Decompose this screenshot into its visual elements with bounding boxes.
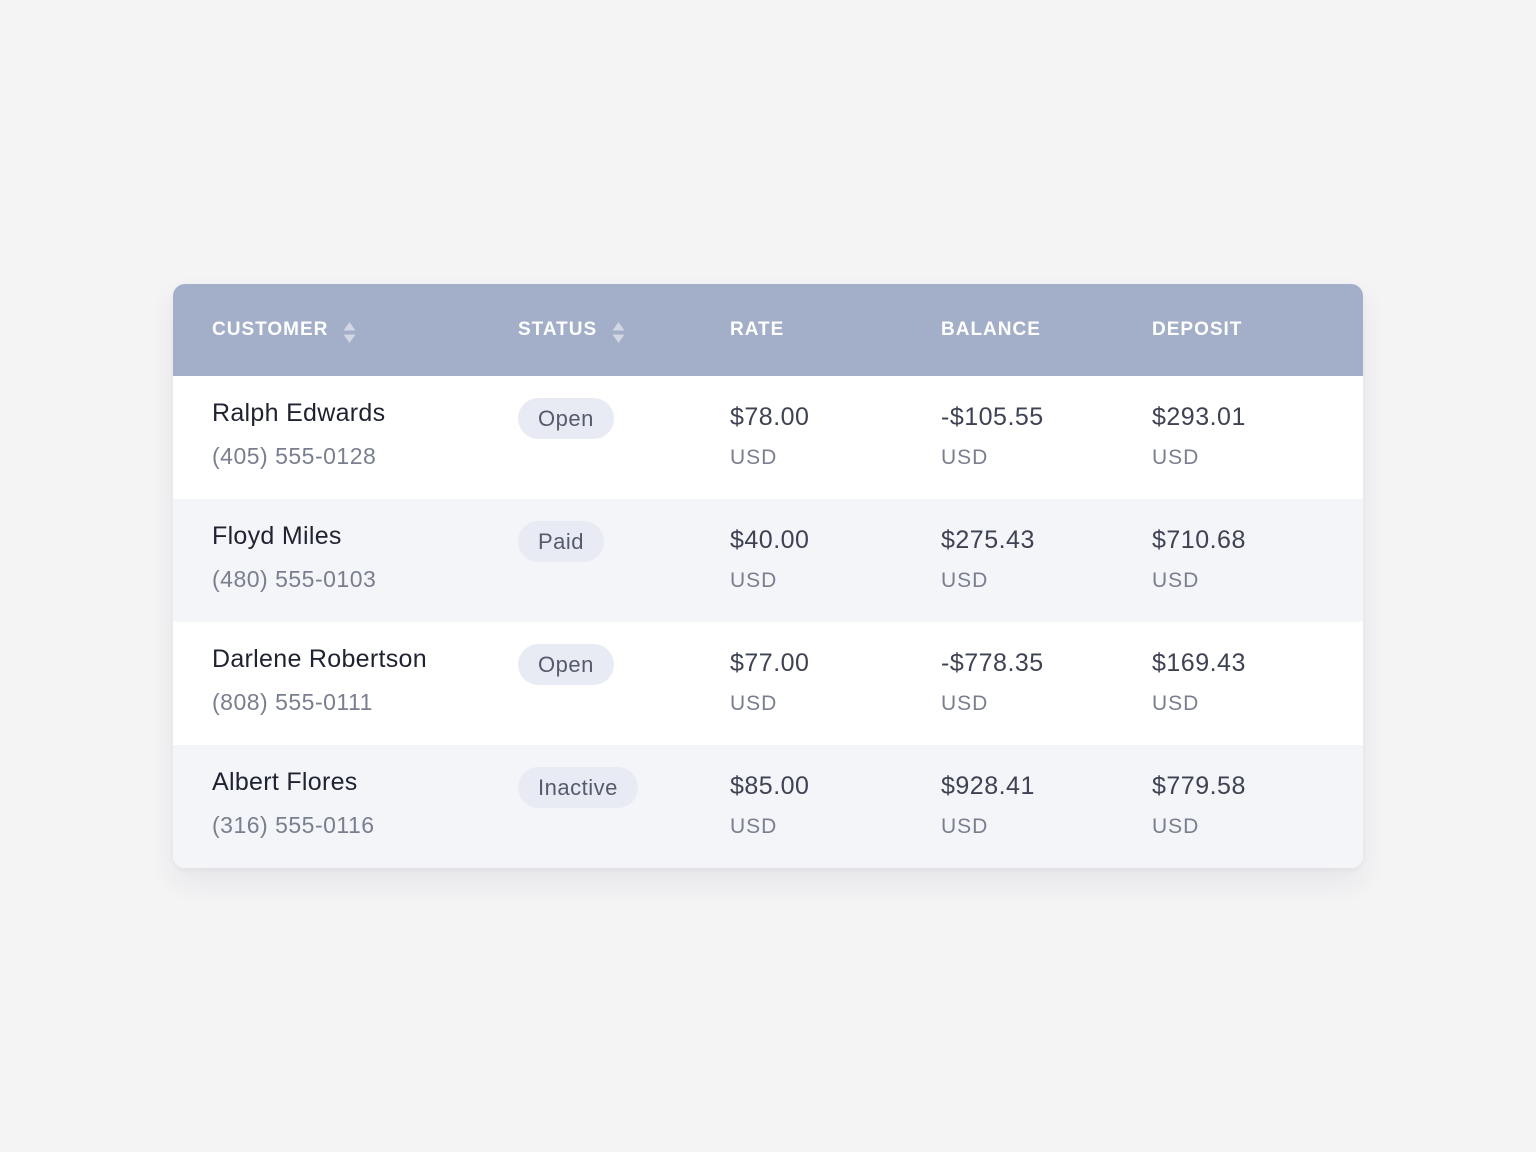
status-badge: Inactive	[518, 767, 638, 808]
rate-currency: USD	[730, 569, 778, 592]
table-row[interactable]: Darlene Robertson (808) 555-0111 Open $7…	[173, 622, 1363, 745]
table-row[interactable]: Floyd Miles (480) 555-0103 Paid $40.00 U…	[173, 499, 1363, 622]
rate-currency: USD	[730, 692, 778, 715]
status-badge: Open	[518, 644, 614, 685]
column-header-label: BALANCE	[941, 319, 1041, 340]
balance-currency: USD	[941, 569, 989, 592]
balance-currency: USD	[941, 692, 989, 715]
status-badge: Open	[518, 398, 614, 439]
deposit-currency: USD	[1152, 446, 1200, 469]
customer-phone: (405) 555-0128	[212, 443, 377, 469]
table-row[interactable]: Ralph Edwards (405) 555-0128 Open $78.00…	[173, 376, 1363, 499]
column-header-customer[interactable]: CUSTOMER	[212, 284, 356, 376]
customer-name: Floyd Miles	[212, 522, 342, 550]
rate-amount: $78.00	[730, 403, 810, 431]
column-header-label: STATUS	[518, 319, 598, 340]
customer-name: Darlene Robertson	[212, 645, 427, 673]
customer-phone: (316) 555-0116	[212, 812, 375, 838]
customer-name: Ralph Edwards	[212, 399, 386, 427]
customer-name: Albert Flores	[212, 768, 358, 796]
deposit-currency: USD	[1152, 692, 1200, 715]
rate-amount: $85.00	[730, 772, 810, 800]
balance-amount: $275.43	[941, 526, 1035, 554]
deposit-amount: $779.58	[1152, 772, 1246, 800]
table-header: CUSTOMER STATUS RATE BALANCE	[173, 284, 1363, 376]
status-badge: Paid	[518, 521, 605, 562]
balance-currency: USD	[941, 446, 989, 469]
sort-icon[interactable]	[612, 321, 625, 345]
table-row[interactable]: Albert Flores (316) 555-0116 Inactive $8…	[173, 745, 1363, 868]
column-header-deposit: DEPOSIT	[1152, 284, 1242, 376]
column-header-label: DEPOSIT	[1152, 319, 1243, 340]
column-header-status[interactable]: STATUS	[518, 284, 625, 376]
rate-currency: USD	[730, 446, 778, 469]
column-header-label: RATE	[730, 319, 785, 340]
deposit-currency: USD	[1152, 815, 1200, 838]
balance-amount: -$778.35	[941, 649, 1044, 677]
deposit-currency: USD	[1152, 569, 1200, 592]
column-header-label: CUSTOMER	[212, 319, 329, 340]
rate-amount: $40.00	[730, 526, 810, 554]
column-header-rate: RATE	[730, 284, 784, 376]
sort-icon[interactable]	[343, 321, 356, 345]
customer-table: CUSTOMER STATUS RATE BALANCE	[173, 284, 1363, 868]
deposit-amount: $169.43	[1152, 649, 1246, 677]
rate-amount: $77.00	[730, 649, 810, 677]
customer-phone: (808) 555-0111	[212, 689, 373, 715]
deposit-amount: $293.01	[1152, 403, 1246, 431]
balance-amount: $928.41	[941, 772, 1035, 800]
column-header-balance: BALANCE	[941, 284, 1041, 376]
deposit-amount: $710.68	[1152, 526, 1246, 554]
customer-phone: (480) 555-0103	[212, 566, 377, 592]
balance-currency: USD	[941, 815, 989, 838]
rate-currency: USD	[730, 815, 778, 838]
balance-amount: -$105.55	[941, 403, 1044, 431]
